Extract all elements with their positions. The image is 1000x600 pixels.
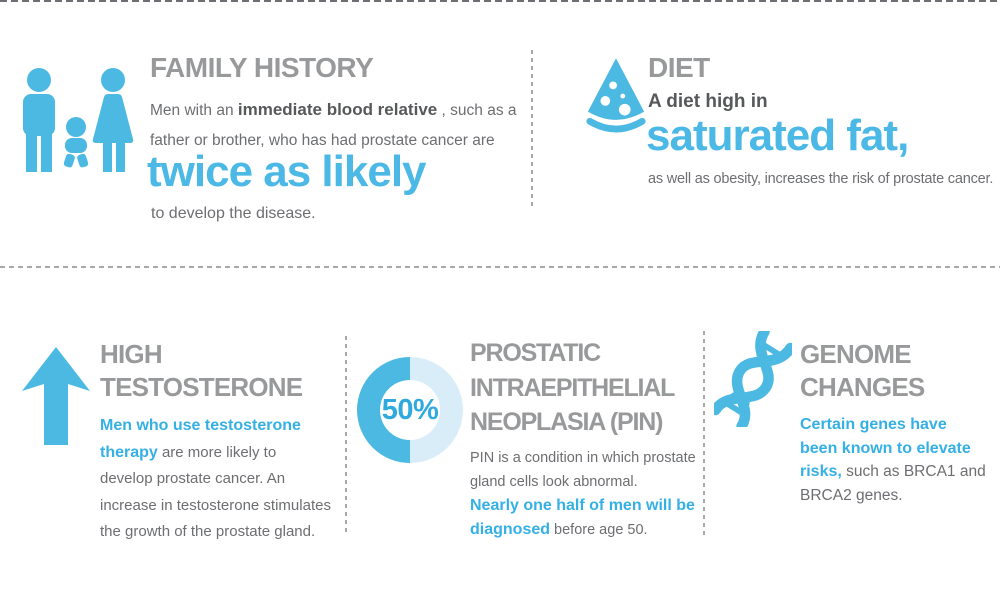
diet-lead: A diet high in (648, 91, 768, 112)
high-testosterone-title-line2: TESTOSTERONE (100, 372, 303, 402)
genome-changes-title: GENOME CHANGES (800, 338, 925, 404)
dashed-divider-vertical-bottom-left (345, 336, 347, 536)
family-history-intro-prefix: Men with an (150, 102, 238, 119)
high-testosterone-body: Men who use testosterone therapy are mor… (100, 413, 332, 546)
family-history-title: FAMILY HISTORY (150, 52, 374, 83)
family-history-highlight: twice as likely (147, 147, 427, 196)
genome-changes-body-rest: such as BRCA1 and BRCA2 genes. (800, 463, 986, 504)
diet-highlight: saturated fat, (646, 111, 909, 160)
genome-changes-body-blue: Certain genes have been known to elevate… (800, 416, 971, 480)
pin-body: PIN is a condition in which prostate gla… (470, 446, 708, 542)
dashed-divider-middle (0, 266, 1000, 268)
dashed-divider-top (0, 0, 1000, 2)
pin-title-line3: NEOPLASIA (PIN) (470, 408, 663, 436)
pin-body-second: Nearly one half of men will be diagnosed… (470, 494, 708, 542)
pin-donut-percentage: 50% (381, 393, 439, 426)
pin-body-blue: Nearly one half of men will be diagnosed (470, 497, 695, 538)
dna-icon (710, 326, 796, 432)
pin-title: PROSTATIC INTRAEPITHELIAL NEOPLASIA (PIN… (470, 336, 675, 440)
pin-body-first: PIN is a condition in which prostate gla… (470, 450, 696, 490)
diet-outro: as well as obesity, increases the risk o… (648, 171, 994, 187)
diet-title: DIET (648, 52, 710, 83)
arrow-up-icon (22, 347, 90, 445)
genome-changes-title-line1: GENOME (800, 339, 912, 369)
family-history-outro: to develop the disease. (151, 205, 316, 222)
pin-donut-chart: 50% (357, 357, 463, 463)
high-testosterone-title: HIGH TESTOSTERONE (100, 338, 303, 404)
family-history-intro: Men with an immediate blood relative , s… (150, 95, 522, 156)
pin-title-line2: INTRAEPITHELIAL (470, 373, 675, 402)
high-testosterone-title-line1: HIGH (100, 339, 163, 369)
genome-changes-title-line2: CHANGES (800, 372, 925, 402)
pin-title-line1: PROSTATIC (470, 339, 601, 367)
genome-changes-body: Certain genes have been known to elevate… (800, 413, 988, 507)
high-testosterone-body-rest: are more likely to develop prostate canc… (100, 443, 331, 541)
family-history-intro-suffix: , such as a father or brother, who has h… (150, 102, 517, 149)
dashed-divider-vertical-top (531, 50, 533, 208)
pin-body-rest: before age 50. (550, 522, 648, 538)
high-testosterone-body-blue: Men who use testosterone therapy (100, 417, 301, 461)
family-history-intro-bold: immediate blood relative (237, 100, 438, 119)
watermelon-slice-icon (584, 56, 648, 140)
family-icon (10, 66, 140, 192)
dashed-divider-vertical-bottom-right (703, 331, 705, 537)
